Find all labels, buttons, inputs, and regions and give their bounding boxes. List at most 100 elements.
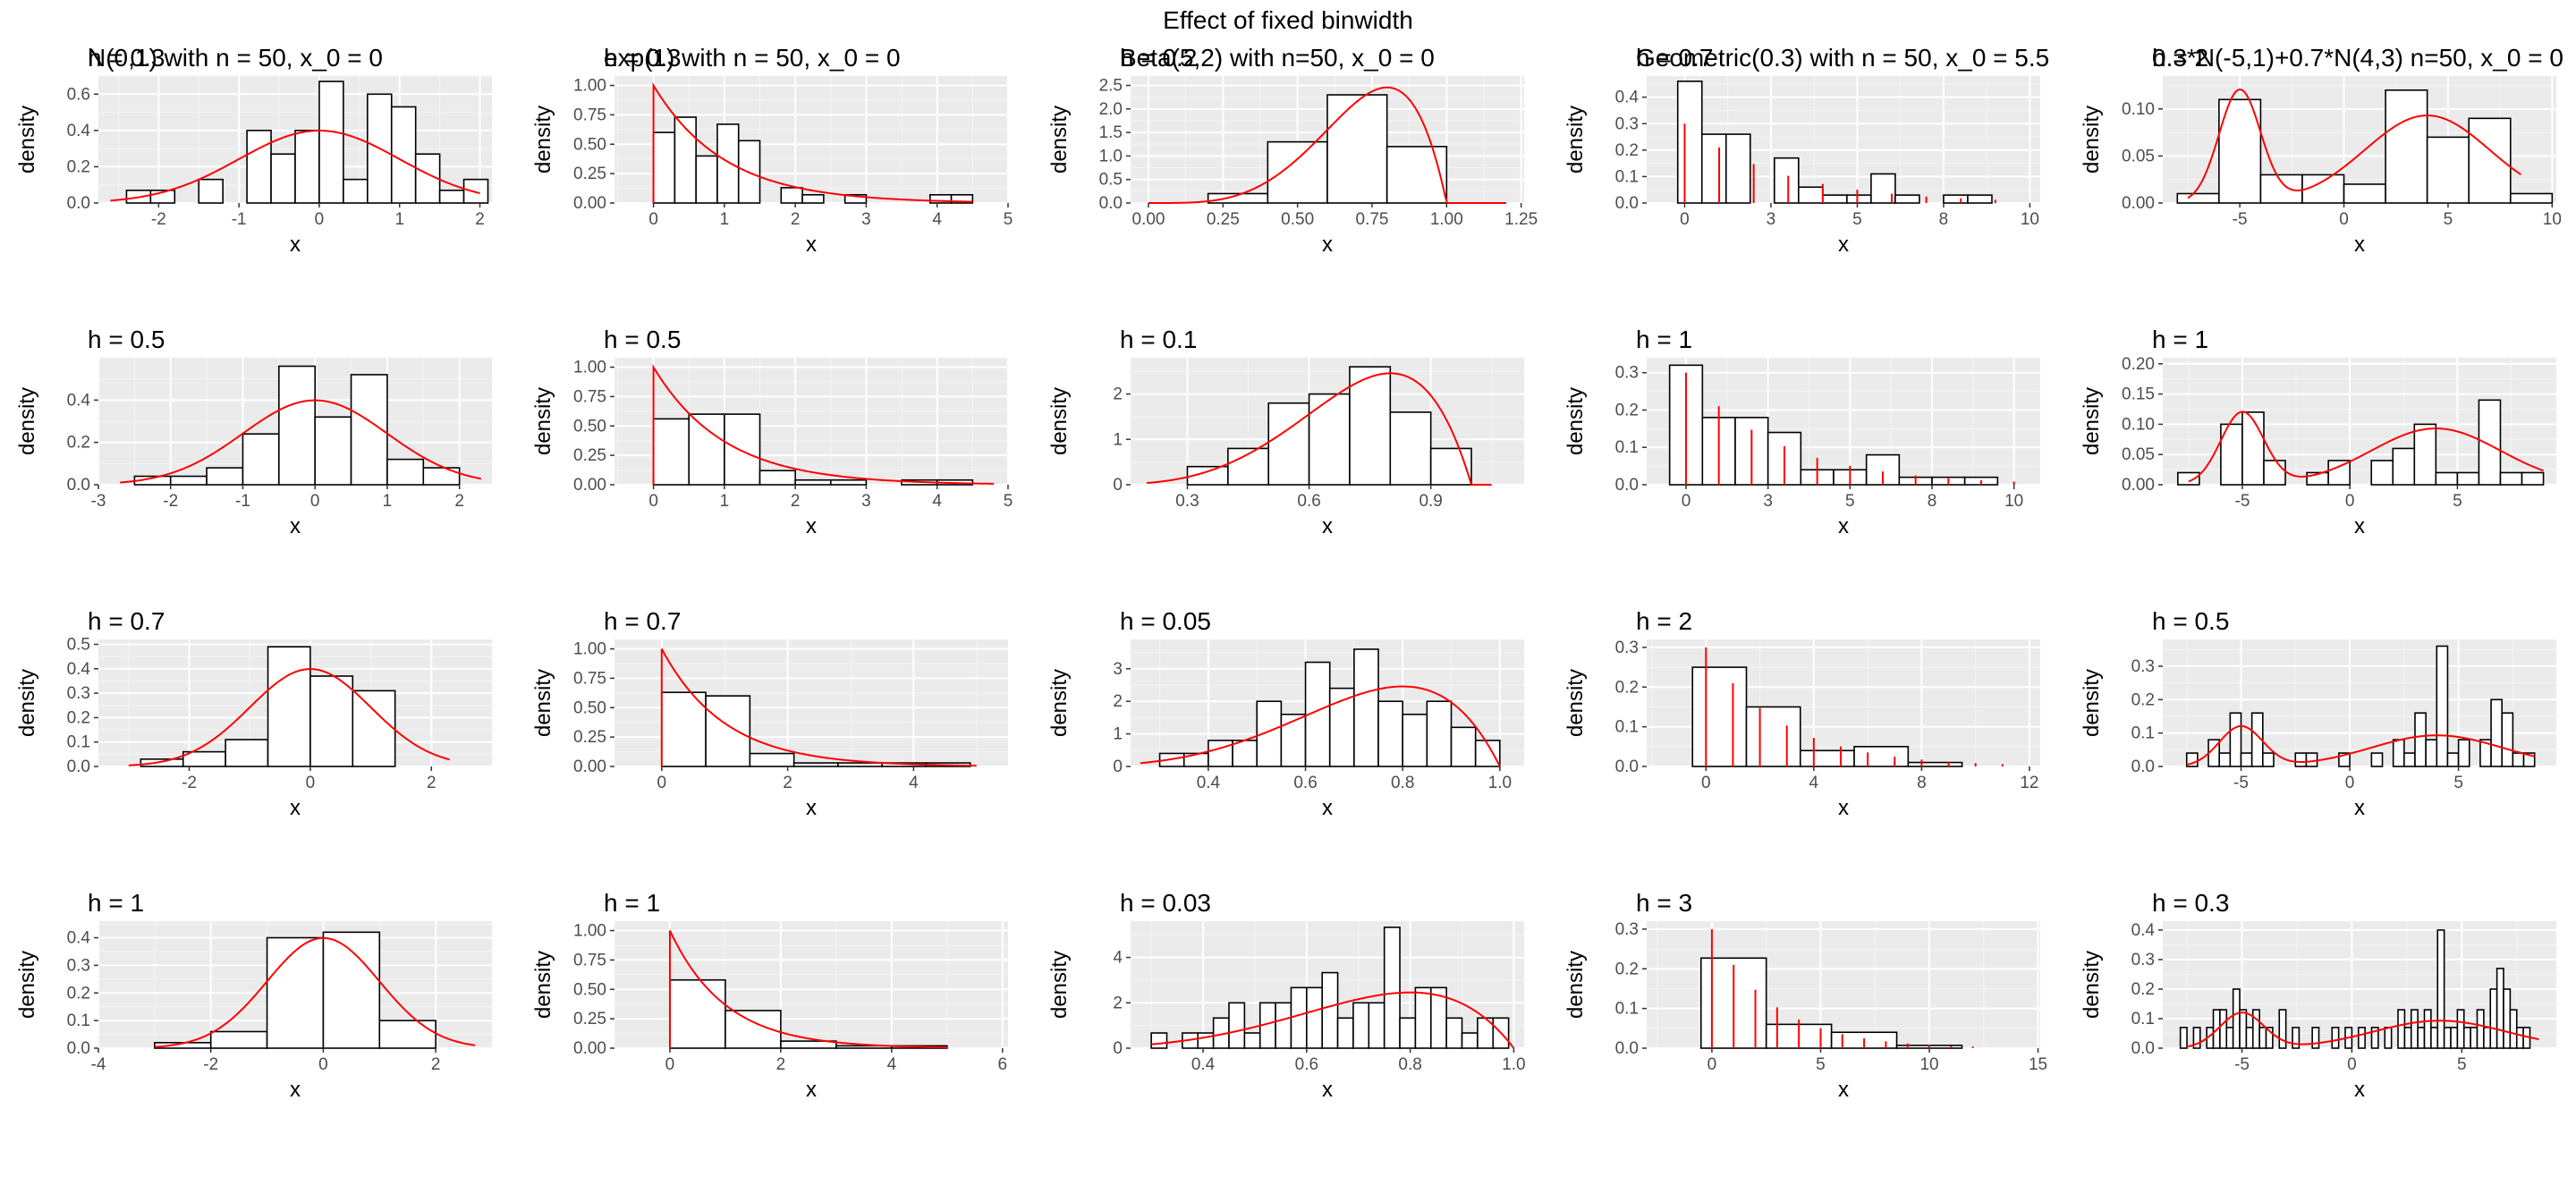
y-tick-label: 0.3 (1615, 639, 1639, 657)
y-axis-label: density (15, 951, 39, 1019)
histogram-bar (1461, 1032, 1479, 1049)
histogram-bar (2218, 752, 2232, 767)
y-tick-label: 0 (1113, 758, 1123, 776)
histogram-bar (1256, 700, 1283, 767)
histogram-bar (2436, 645, 2449, 767)
x-tick-label: 4 (1809, 774, 1819, 792)
x-axis-label: x (290, 233, 301, 257)
panel-norm-h1: h = 1 -4 -2 0 2 0.0 0.1 0.2 0.3 0.4 x density (15, 889, 493, 1102)
column-title: exp(1) with n = 50, x_0 = 0 (604, 44, 901, 72)
histogram-bar (1450, 726, 1477, 767)
x-tick-label: 0.6 (1297, 492, 1320, 511)
histogram-bar (2305, 752, 2318, 767)
x-axis-label: x (290, 796, 301, 820)
x-tick-label: 12 (2020, 774, 2038, 792)
x-tick-label: 0.6 (1293, 774, 1317, 792)
x-tick-label: 4 (909, 774, 919, 792)
y-tick-label: 0.4 (1615, 89, 1640, 107)
histogram-bar (1676, 80, 1703, 204)
y-axis-label: density (1047, 669, 1072, 737)
y-tick-label: 0.50 (573, 980, 606, 999)
histogram-bar (1907, 761, 1963, 767)
histogram-bar (1700, 133, 1727, 204)
y-axis-label: density (531, 951, 555, 1019)
y-tick-label: 0.10 (2122, 100, 2155, 119)
x-tick-label: 1 (720, 210, 730, 229)
histogram-bar (2392, 447, 2416, 486)
y-tick-label: 0 (1113, 1039, 1123, 1058)
y-axis-label: density (531, 387, 555, 455)
panel-exp-h0.7: h = 0.7 0 2 4 0.00 0.25 0.50 0.75 1.00 x density (531, 607, 1008, 820)
x-axis-label: x (1322, 233, 1333, 257)
histogram-bar (2456, 471, 2480, 486)
y-tick-label: 0.4 (67, 929, 91, 948)
histogram-bar (2403, 1027, 2412, 1049)
y-axis-label: density (1563, 387, 1588, 455)
histogram-bar (2490, 698, 2504, 767)
histogram-bar (794, 478, 832, 486)
panel-subtitle: h = 0.7 (604, 607, 681, 635)
x-tick-label: 10 (2021, 210, 2039, 229)
panel-grid: N(0,1) with n = 50, x_0 = 0h = 0.3-2 -1 0 1… (15, 44, 2563, 1102)
x-tick-label: -5 (2235, 492, 2250, 511)
y-tick-label: 0 (1113, 476, 1123, 495)
x-tick-label: 5 (2453, 492, 2462, 511)
histogram-bar (1290, 986, 1308, 1049)
histogram-bar (1326, 94, 1388, 204)
x-tick-label: 0.4 (1191, 1055, 1216, 1074)
x-tick-label: 4 (887, 1055, 897, 1074)
x-tick-label: 0 (2345, 774, 2355, 792)
x-tick-label: 1.0 (1502, 1055, 1525, 1074)
x-tick-label: 4 (932, 492, 942, 511)
panel-subtitle: h = 0.7 (88, 607, 165, 635)
histogram-bar (716, 123, 740, 204)
panel-beta-h0.03: h = 0.03 0.4 0.6 0.8 1.0 0 2 4 x density (1047, 889, 1526, 1102)
histogram-bar (309, 675, 354, 767)
panel-norm-h0.7: h = 0.7 -2 0 2 0.0 0.1 0.2 0.3 0.4 0.5 x density (15, 607, 493, 820)
histogram-bar (2176, 192, 2220, 204)
histogram-bar (705, 695, 751, 767)
density-curve (2186, 1012, 2539, 1048)
y-tick-label: 4 (1113, 949, 1123, 968)
histogram-bar (209, 1030, 268, 1049)
y-tick-label: 0.6 (67, 85, 90, 104)
x-tick-label: 1.0 (1488, 774, 1512, 792)
histogram-bar (2392, 739, 2405, 767)
y-tick-label: 2 (1113, 994, 1123, 1012)
histogram-bar (2417, 1027, 2426, 1049)
x-tick-label: 10 (1919, 1055, 1938, 1074)
histogram-bar (1389, 411, 1432, 486)
x-tick-label: 0 (2339, 210, 2349, 229)
histogram-bar (2370, 752, 2384, 767)
panel-subtitle: h = 1 (1636, 326, 1692, 353)
y-axis-label: density (15, 669, 39, 737)
y-tick-label: 2.0 (1099, 100, 1123, 119)
histogram-bar (1280, 713, 1307, 767)
histogram-bar (322, 931, 381, 1049)
histogram-bar (652, 131, 676, 204)
histogram-bar (1352, 1002, 1370, 1049)
x-axis-label: x (806, 1078, 817, 1102)
panel-subtitle: h = 0.3 (2152, 889, 2229, 917)
x-tick-label: 5 (1004, 210, 1013, 229)
y-tick-label: 0.1 (1615, 167, 1639, 186)
histogram-bar (169, 475, 208, 486)
histogram-bar (390, 106, 417, 204)
y-axis-label: density (2080, 387, 2104, 455)
x-tick-label: 10 (2543, 210, 2562, 229)
y-tick-label: 0.25 (573, 446, 606, 465)
x-tick-label: 0 (310, 492, 320, 511)
x-tick-label: 0 (1680, 210, 1690, 229)
y-tick-label: 0.4 (67, 391, 91, 410)
histogram-bar (422, 467, 461, 486)
y-tick-label: 0.4 (67, 122, 91, 140)
histogram-bar (2456, 1009, 2465, 1049)
x-tick-label: 0 (315, 210, 325, 229)
x-tick-label: 8 (1917, 774, 1927, 792)
histogram-bar (2331, 1027, 2340, 1049)
histogram-bar (2250, 712, 2264, 767)
histogram-bar (343, 178, 369, 204)
histogram-bar (2192, 1027, 2201, 1049)
y-tick-label: 0.2 (67, 708, 90, 727)
panel-geom-h0.7: Geometric(0.3) with n = 50, x_0 = 5.5h =… (1563, 44, 2049, 257)
